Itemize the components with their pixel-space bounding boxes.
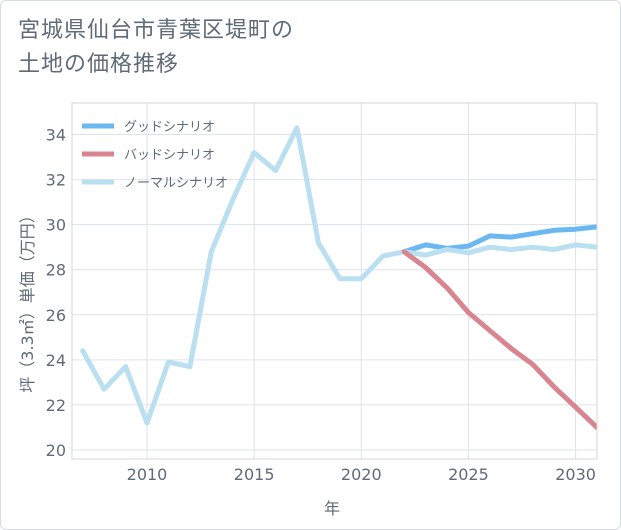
y-tick-label: 26 — [46, 306, 66, 325]
legend-label: バッドシナリオ — [124, 148, 215, 163]
y-tick-label: 24 — [46, 351, 66, 370]
series-line-3 — [80, 125, 597, 426]
chart-title: 宮城県仙台市青葉区堤町の 土地の価格推移 — [18, 14, 294, 82]
y-tick-label: 28 — [46, 261, 66, 280]
axes — [71, 102, 598, 460]
y-tick-label: 20 — [46, 441, 66, 460]
y-axis-label: 坪（3.3㎡）単価（万円） — [18, 207, 37, 392]
x-axis-label: 年 — [324, 499, 340, 518]
y-tick-label: 30 — [46, 216, 66, 235]
x-tick-label: 2020 — [341, 465, 382, 484]
legend-label: ノーマルシナリオ — [124, 176, 228, 191]
series-lines — [80, 125, 597, 430]
series-line-2 — [401, 249, 597, 430]
y-tick-label: 22 — [46, 396, 66, 415]
series-line-1 — [401, 224, 597, 255]
y-tick-label: 32 — [46, 171, 66, 190]
tick-labels: 20 22 24 26 28 30 32 34 2010 2015 2020 2025 2030 — [46, 126, 596, 484]
y-tick-label: 34 — [46, 126, 66, 145]
x-tick-label: 2030 — [555, 465, 596, 484]
chart-title-line-2: 土地の価格推移 — [18, 52, 180, 77]
plot-area-border — [71, 102, 598, 460]
grid — [72, 103, 597, 459]
chart-title-line-1: 宮城県仙台市青葉区堤町の — [18, 18, 295, 43]
legend-label: グッドシナリオ — [124, 120, 215, 135]
x-tick-label: 2015 — [234, 465, 275, 484]
x-tick-label: 2010 — [127, 465, 168, 484]
x-tick-label: 2025 — [448, 465, 489, 484]
